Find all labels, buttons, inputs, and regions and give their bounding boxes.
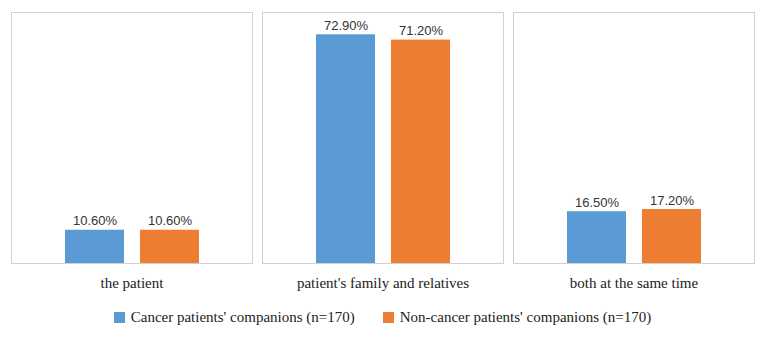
svg-text:patient's family and relatives: patient's family and relatives bbox=[297, 275, 469, 291]
svg-text:17.20%: 17.20% bbox=[650, 193, 695, 208]
svg-text:10.60%: 10.60% bbox=[73, 213, 118, 228]
svg-text:72.90%: 72.90% bbox=[324, 18, 369, 33]
html-text:Non-cancer patients' companion: Non-cancer patients' companions (n=170) bbox=[399, 309, 652, 325]
svg-text:10.60%: 10.60% bbox=[148, 213, 193, 228]
html-text:Cancer patients' companions (n: Cancer patients' companions (n=170) bbox=[130, 309, 355, 325]
svg-text:71.20%: 71.20% bbox=[399, 23, 444, 38]
svg-text:16.50%: 16.50% bbox=[575, 195, 620, 210]
svg-text:the patient: the patient bbox=[101, 275, 165, 291]
svg-text:both at the same time: both at the same time bbox=[570, 275, 699, 291]
